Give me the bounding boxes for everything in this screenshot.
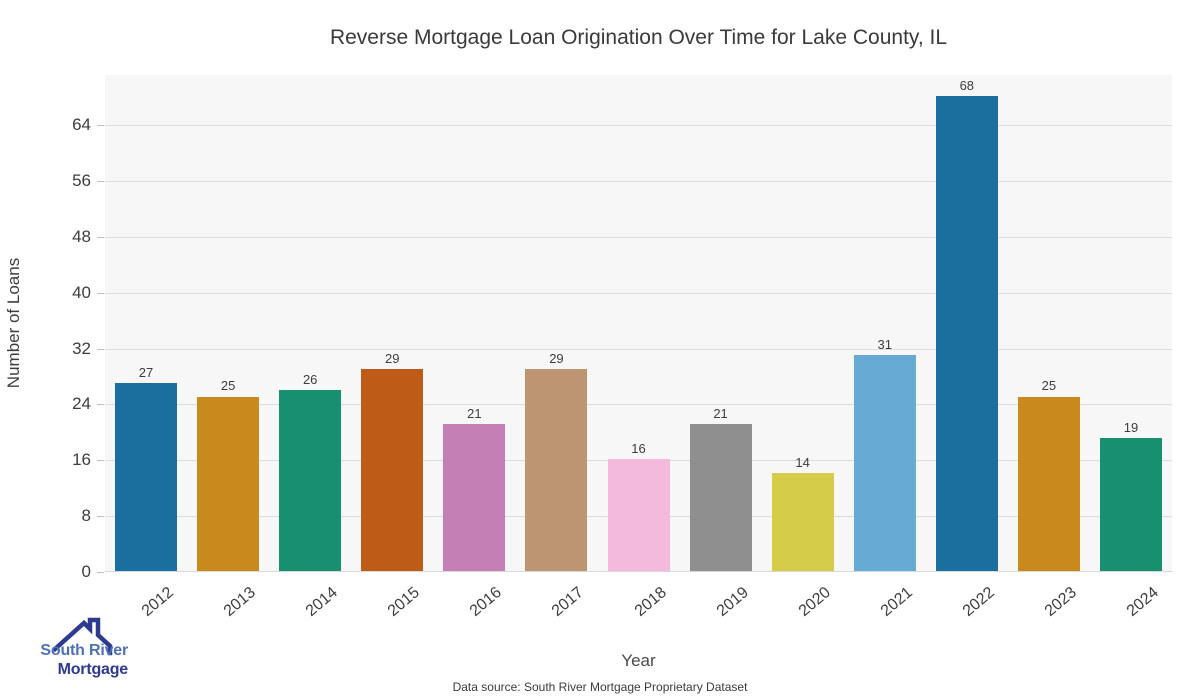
y-tick-label-48: 48: [72, 226, 91, 246]
bar-value-label-2013: 25: [220, 378, 236, 394]
logo-text-line1: South River: [40, 642, 128, 659]
y-tick-mark-16: [97, 460, 104, 462]
y-tick-label-8: 8: [81, 506, 91, 526]
bar-value-label-2022: 68: [959, 78, 975, 94]
plot-area: 27 25 26 29 21 29 16 21 14 31 68 25 19: [105, 75, 1172, 572]
y-tick-label-0: 0: [81, 562, 91, 581]
y-tick-mark-56: [97, 181, 104, 183]
x-tick-label-2013: 2013: [220, 584, 260, 620]
y-tick-label-24: 24: [72, 394, 91, 414]
x-tick-label-2014: 2014: [302, 584, 342, 620]
bar-2023: [1017, 396, 1080, 571]
south-river-mortgage-logo: South River Mortgage: [16, 616, 132, 694]
bar-2016: [443, 424, 506, 571]
chart-title: Reverse Mortgage Loan Origination Over T…: [329, 26, 948, 49]
x-tick-label-2022: 2022: [959, 584, 998, 620]
bar-value-label-2016: 21: [467, 406, 482, 422]
y-tick-mark-40: [97, 292, 104, 294]
bar-2017: [525, 368, 588, 571]
bar-value-label-2019: 21: [713, 406, 728, 422]
gridline-40: [105, 292, 1172, 294]
bar-2022: [935, 96, 998, 571]
x-axis-label: Year: [621, 651, 656, 670]
bar-value-label-2023: 25: [1041, 378, 1057, 394]
bar-value-label-2015: 29: [385, 350, 400, 366]
bar-value-label-2024: 19: [1123, 420, 1139, 436]
bar-value-label-2017: 29: [549, 350, 564, 366]
y-tick-mark-32: [97, 348, 104, 350]
bar-2015: [361, 368, 424, 571]
x-tick-label-2020: 2020: [795, 584, 834, 620]
gridline-64: [105, 125, 1172, 127]
gridline-32: [105, 348, 1172, 350]
y-tick-label-16: 16: [72, 450, 91, 470]
bar-value-label-2018: 16: [631, 441, 646, 457]
y-tick-label-64: 64: [72, 115, 91, 135]
bar-value-label-2014: 26: [302, 371, 318, 387]
bar-2014: [279, 389, 342, 571]
logo-text-line2: Mortgage: [57, 661, 129, 678]
y-tick-mark-64: [97, 125, 104, 127]
x-tick-label-2017: 2017: [549, 584, 588, 620]
bar-2024: [1099, 438, 1162, 571]
y-tick-mark-0: [97, 572, 104, 573]
x-tick-label-2019: 2019: [713, 584, 752, 620]
y-tick-mark-48: [97, 236, 104, 238]
y-tick-mark-24: [97, 404, 104, 406]
y-tick-mark-8: [97, 516, 104, 518]
bar-value-label-2020: 14: [795, 455, 810, 471]
gridline-24: [105, 404, 1172, 406]
bar-2013: [197, 396, 260, 571]
bar-2019: [689, 424, 752, 571]
bar-value-label-2012: 27: [138, 364, 154, 380]
bar-2020: [771, 473, 834, 571]
x-tick-label-2024: 2024: [1123, 584, 1162, 620]
data-source-note: Data source: South River Mortgage Propri…: [452, 680, 748, 694]
gridline-56: [105, 181, 1172, 183]
y-tick-label-56: 56: [72, 171, 91, 191]
gridline-48: [105, 236, 1172, 238]
bar-2021: [853, 354, 916, 571]
x-tick-label-2015: 2015: [384, 584, 424, 620]
x-tick-label-2016: 2016: [467, 584, 506, 620]
x-tick-label-2012: 2012: [138, 584, 177, 620]
bar-2012: [115, 382, 178, 571]
bar-2018: [607, 459, 670, 571]
x-tick-label-2018: 2018: [631, 584, 670, 620]
y-tick-label-32: 32: [72, 338, 91, 358]
bar-value-label-2021: 31: [877, 336, 892, 352]
x-tick-label-2021: 2021: [877, 584, 916, 620]
x-tick-label-2023: 2023: [1041, 584, 1080, 620]
y-axis-label: Number of Loans: [4, 257, 23, 389]
house-roof-icon: [52, 617, 113, 656]
y-tick-label-40: 40: [72, 282, 91, 302]
